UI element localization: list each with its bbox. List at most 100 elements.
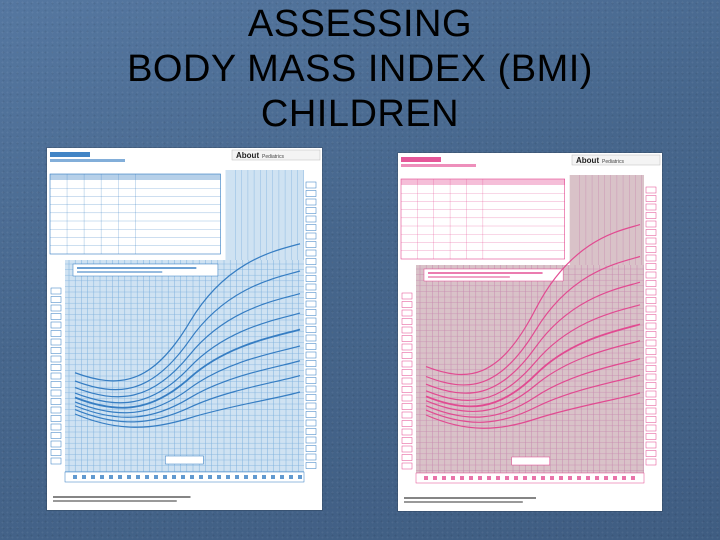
right-scale-box	[645, 441, 657, 449]
percentile-curve	[74, 243, 301, 382]
left-scale-box	[50, 338, 62, 346]
x-axis-tick-mark	[226, 475, 230, 479]
right-scale-box	[305, 419, 317, 427]
right-scale-box	[305, 241, 317, 248]
left-scale-box	[401, 301, 413, 308]
right-scale-box	[305, 190, 317, 197]
girls-bmi-chart-graphic: About Pediatrics	[398, 153, 662, 511]
x-axis-tick-mark	[217, 475, 221, 479]
x-axis-tick-mark	[559, 476, 563, 480]
x-axis-tick-mark	[172, 475, 176, 479]
boys-bmi-chart-image: About Pediatrics	[47, 148, 322, 510]
chart-legend-box	[72, 263, 219, 277]
right-scale-box	[645, 314, 657, 321]
percentile-curve	[74, 328, 301, 409]
percentile-curve	[74, 391, 301, 428]
right-scale-box	[305, 224, 317, 231]
x-axis-tick-mark	[622, 476, 626, 480]
x-axis-tick-mark	[136, 475, 140, 479]
x-axis-tick-mark	[478, 476, 482, 480]
x-axis-tick-mark	[190, 475, 194, 479]
percentile-curve	[74, 345, 301, 414]
right-scale-box	[645, 416, 657, 423]
brand-logo-subtext: Pediatrics	[262, 154, 284, 160]
chart-legend-line	[77, 271, 163, 273]
left-scale-box	[401, 411, 413, 419]
right-scale-box	[645, 195, 657, 202]
left-scale-box	[401, 386, 413, 393]
chart-heading-mark	[401, 157, 441, 162]
x-axis-tick-mark	[181, 475, 185, 479]
x-axis-tick-mark	[145, 475, 149, 479]
right-scale-box	[305, 462, 317, 469]
right-scale-box	[305, 402, 317, 410]
right-scale-box	[305, 394, 317, 401]
right-scale-box	[645, 339, 657, 347]
right-scale-box	[645, 450, 657, 457]
right-scale-box	[645, 246, 657, 253]
x-axis-tick-mark	[586, 476, 590, 480]
x-axis-tick-mark	[73, 475, 77, 479]
footer-text-mark	[404, 501, 523, 503]
x-axis-title-box	[511, 456, 551, 466]
title-line-3: CHILDREN	[260, 93, 460, 135]
x-axis-tick-mark	[541, 476, 545, 480]
right-scale-box	[305, 181, 317, 189]
left-scale-box	[50, 347, 62, 354]
footer-text-mark	[404, 497, 536, 499]
x-axis-tick-mark	[91, 475, 95, 479]
x-axis-tick-mark	[631, 476, 635, 480]
right-scale-box	[645, 305, 657, 313]
left-scale-box	[401, 377, 413, 385]
footer-text-mark	[53, 496, 191, 498]
x-axis-tick-mark	[199, 475, 203, 479]
left-scale-box	[401, 437, 413, 444]
right-scale-box	[305, 317, 317, 325]
percentile-curve	[74, 293, 301, 398]
right-scale-box	[645, 297, 657, 304]
right-scale-box	[645, 390, 657, 398]
x-axis-tick-mark	[451, 476, 455, 480]
right-scale-box	[305, 232, 317, 240]
left-scale-box	[401, 462, 413, 470]
x-axis-tick-mark	[460, 476, 464, 480]
left-scale-box	[50, 389, 62, 397]
x-axis-tick-mark	[577, 476, 581, 480]
right-scale-box	[305, 351, 317, 359]
left-scale-box	[50, 449, 62, 456]
chart-legend-line	[428, 272, 543, 274]
right-scale-box	[305, 207, 317, 214]
x-axis-tick-mark	[505, 476, 509, 480]
brand-logo-subtext: Pediatrics	[602, 159, 624, 165]
right-scale-box	[305, 300, 317, 308]
right-scale-box	[305, 360, 317, 367]
footer-text-mark	[53, 500, 177, 502]
x-axis-tick-mark	[289, 475, 293, 479]
right-scale-box	[305, 309, 317, 316]
percentile-curve	[425, 392, 641, 429]
x-axis-tick-mark	[424, 476, 428, 480]
chart-subheading-mark	[50, 159, 125, 162]
slide-title: ASSESSING BODY MASS INDEX (BMI) CHILDREN	[0, 2, 720, 137]
right-scale-box	[305, 343, 317, 350]
x-axis-tick-mark	[550, 476, 554, 480]
title-line-2: BODY MASS INDEX (BMI)	[127, 48, 593, 90]
right-scale-box	[645, 348, 657, 355]
right-scale-box	[645, 288, 657, 296]
left-scale-box	[50, 423, 62, 431]
x-axis-tick-mark	[235, 475, 239, 479]
boys-bmi-chart-graphic: About Pediatrics	[47, 148, 322, 510]
right-scale-box	[305, 198, 317, 206]
right-scale-box	[645, 229, 657, 236]
right-scale-box	[305, 377, 317, 384]
right-scale-box	[645, 220, 657, 228]
right-scale-box	[645, 382, 657, 389]
chart-legend-line	[428, 276, 510, 278]
left-scale-box	[401, 309, 413, 317]
brand-logo-box	[231, 149, 321, 161]
brand-logo-box	[571, 154, 661, 166]
right-scale-box	[645, 203, 657, 211]
right-scale-box	[305, 368, 317, 376]
x-axis-tick-mark	[613, 476, 617, 480]
right-scale-box	[645, 280, 657, 287]
